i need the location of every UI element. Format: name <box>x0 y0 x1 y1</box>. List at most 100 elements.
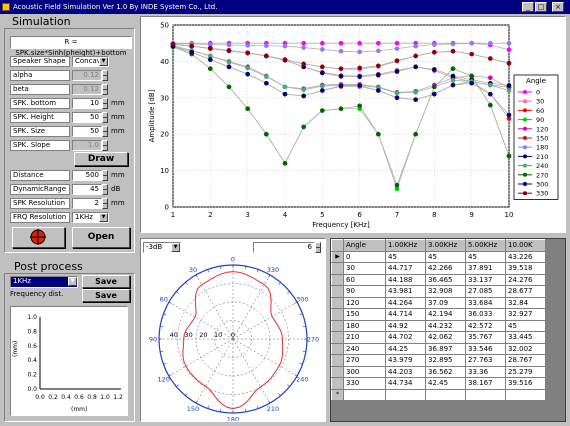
table-cell[interactable]: 39.516 <box>505 377 546 390</box>
table-cell[interactable]: 33.546 <box>465 342 506 355</box>
table-cell[interactable]: 43.981 <box>385 285 426 298</box>
table-cell[interactable]: 300 <box>343 365 386 378</box>
table-cell[interactable]: 32.895 <box>425 354 466 367</box>
table-cell[interactable]: 27.763 <box>465 354 506 367</box>
header-5khz[interactable]: 5.00KHz <box>465 239 506 252</box>
table-cell-empty[interactable] <box>465 388 506 401</box>
table-row[interactable]: 90 43.981 32.908 27.085 28.677 <box>331 285 546 298</box>
table-row[interactable]: 210 44.702 42.062 35.767 33.445 <box>331 331 546 344</box>
table-row[interactable]: 120 44.264 37.09 33.684 32.84 <box>331 296 546 309</box>
table-cell[interactable]: 27.085 <box>465 285 506 298</box>
table-cell[interactable]: 35.767 <box>465 331 506 344</box>
row-header[interactable] <box>331 365 344 378</box>
save-button-1[interactable]: Save <box>82 275 130 288</box>
table-cell[interactable]: 0 <box>343 250 386 263</box>
table-cell[interactable]: 42.45 <box>425 377 466 390</box>
spk-size-spinner[interactable] <box>102 126 108 137</box>
table-cell[interactable]: 33.684 <box>465 296 506 309</box>
table-cell[interactable]: 33.36 <box>465 365 506 378</box>
table-cell[interactable]: 180 <box>343 319 386 332</box>
frq-resolution-select[interactable]: 1KHz ▼ <box>72 212 109 223</box>
close-button[interactable]: × <box>552 2 564 12</box>
table-cell[interactable]: 44.717 <box>385 262 426 275</box>
speaker-shape-select[interactable]: Concave ▼ <box>72 56 109 67</box>
table-cell-empty[interactable] <box>425 388 466 401</box>
row-header[interactable] <box>331 342 344 355</box>
table-cell[interactable]: 33.445 <box>505 331 546 344</box>
maximize-button[interactable]: □ <box>535 2 547 12</box>
table-cell[interactable]: 36.465 <box>425 273 466 286</box>
table-cell[interactable]: 42.194 <box>425 308 466 321</box>
row-header[interactable] <box>331 354 344 367</box>
table-row[interactable]: 150 44.714 42.194 36.033 32.927 <box>331 308 546 321</box>
table-cell[interactable]: 24.276 <box>505 273 546 286</box>
spk-size-field[interactable]: 50 <box>72 126 102 137</box>
new-row[interactable]: * <box>331 388 546 401</box>
spk-slope-spinner[interactable] <box>102 140 108 151</box>
open-button[interactable]: Open <box>72 227 130 248</box>
spk-resolution-field[interactable]: 2 <box>72 198 102 209</box>
spk-resolution-spinner[interactable] <box>102 198 108 209</box>
row-header[interactable] <box>331 285 344 298</box>
row-header[interactable] <box>331 331 344 344</box>
table-cell[interactable]: 270 <box>343 354 386 367</box>
frequency-spinner[interactable] <box>315 242 321 253</box>
table-row[interactable]: 30 44.717 42.266 37.891 39.518 <box>331 262 546 275</box>
dynamic-range-field[interactable]: 45 <box>72 184 102 195</box>
table-cell[interactable]: 240 <box>343 342 386 355</box>
alpha-spinner[interactable] <box>102 70 108 81</box>
table-cell-empty[interactable] <box>385 388 426 401</box>
table-cell[interactable]: 44.92 <box>385 319 426 332</box>
spk-bottom-field[interactable]: 10 <box>72 98 102 109</box>
row-header[interactable] <box>331 377 344 390</box>
table-row[interactable]: 300 44.203 36.562 33.36 25.279 <box>331 365 546 378</box>
table-cell[interactable]: 42.572 <box>465 319 506 332</box>
distance-spinner[interactable] <box>102 170 108 181</box>
table-cell-empty[interactable] <box>505 388 546 401</box>
header-1khz[interactable]: 1.00KHz <box>385 239 426 252</box>
table-cell[interactable]: 90 <box>343 285 386 298</box>
distance-field[interactable]: 500 <box>72 170 102 181</box>
table-cell[interactable]: 43.979 <box>385 354 426 367</box>
table-cell[interactable]: 32.927 <box>505 308 546 321</box>
range-select[interactable]: -3dB ▼ <box>143 242 181 253</box>
row-header[interactable] <box>331 308 344 321</box>
minimize-button[interactable]: _ <box>522 2 534 12</box>
table-cell[interactable]: 120 <box>343 296 386 309</box>
table-cell[interactable]: 30 <box>343 262 386 275</box>
table-cell[interactable]: 36.033 <box>465 308 506 321</box>
table-row[interactable]: 270 43.979 32.895 27.763 28.767 <box>331 354 546 367</box>
table-cell[interactable]: 37.891 <box>465 262 506 275</box>
spk-height-field[interactable]: 50 <box>72 112 102 123</box>
row-header[interactable] <box>331 262 344 275</box>
table-cell[interactable]: 45 <box>505 319 546 332</box>
table-cell[interactable]: 45 <box>465 250 506 263</box>
table-cell[interactable]: 44.264 <box>385 296 426 309</box>
table-row[interactable]: 60 44.188 36.465 33.137 24.276 <box>331 273 546 286</box>
table-cell[interactable]: 25.279 <box>505 365 546 378</box>
dynamic-range-spinner[interactable] <box>102 184 108 195</box>
table-cell[interactable]: 45 <box>385 250 426 263</box>
table-cell[interactable]: 42.266 <box>425 262 466 275</box>
table-cell[interactable]: 44.734 <box>385 377 426 390</box>
spk-bottom-spinner[interactable] <box>102 98 108 109</box>
table-cell[interactable]: 32.908 <box>425 285 466 298</box>
table-cell[interactable]: 44.714 <box>385 308 426 321</box>
table-cell[interactable]: 44.25 <box>385 342 426 355</box>
frequency-field[interactable]: 6 <box>253 242 315 253</box>
row-header[interactable] <box>331 296 344 309</box>
header-10khz[interactable]: 10.00K <box>505 239 546 252</box>
table-cell[interactable]: 43.226 <box>505 250 546 263</box>
table-row[interactable]: 240 44.25 36.897 33.546 32.002 <box>331 342 546 355</box>
save-button-2[interactable]: Save <box>82 289 130 302</box>
table-cell[interactable]: 37.09 <box>425 296 466 309</box>
table-cell[interactable]: 330 <box>343 377 386 390</box>
alpha-field[interactable]: 0.12 <box>72 70 102 81</box>
header-angle[interactable]: Angle <box>343 239 386 252</box>
table-cell[interactable]: 210 <box>343 331 386 344</box>
table-cell[interactable]: 44.188 <box>385 273 426 286</box>
table-cell[interactable]: 60 <box>343 273 386 286</box>
table-cell[interactable]: 32.84 <box>505 296 546 309</box>
table-cell[interactable]: 45 <box>425 250 466 263</box>
table-cell[interactable]: 38.167 <box>465 377 506 390</box>
